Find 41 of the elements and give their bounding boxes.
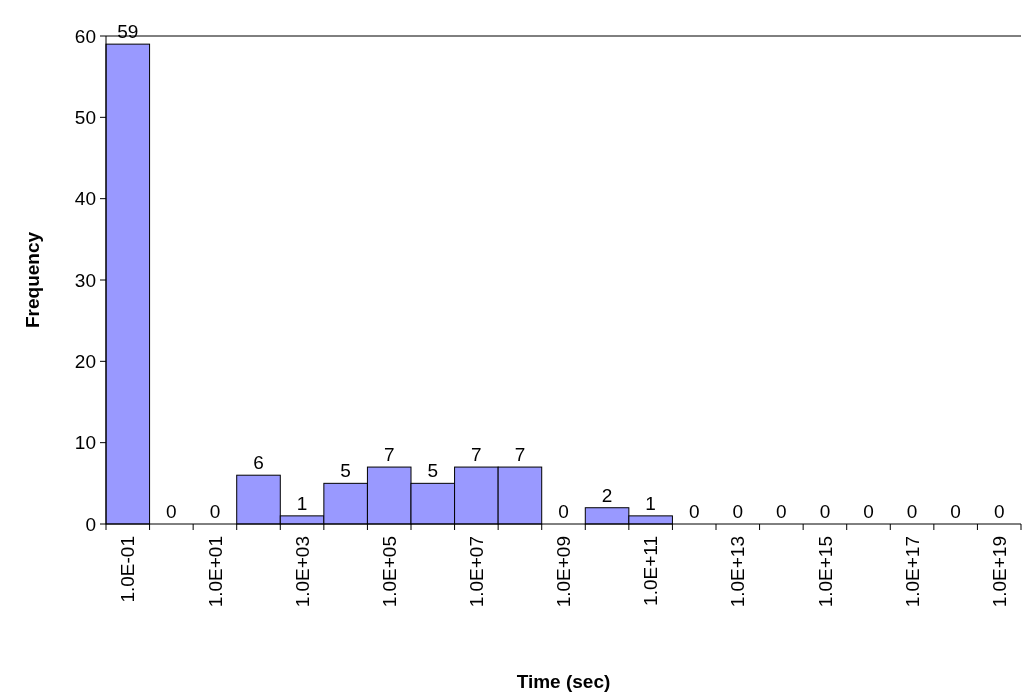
data-label: 7 [383,444,395,466]
y-tick-label: 0 [85,513,96,535]
y-tick-label: 40 [74,188,96,210]
x-tick-label: 1.0E+11 [640,536,662,606]
data-label: 0 [166,501,177,522]
data-label: 0 [906,501,918,522]
y-tick-label: 50 [74,106,96,128]
y-tick-label: 20 [74,350,96,372]
data-label: 0 [863,501,874,522]
x-tick-label: 1.0E+13 [727,536,749,608]
data-label: 5 [427,460,439,482]
data-label: 2 [601,484,613,506]
x-tick-label: 1.0E+07 [466,536,488,608]
data-label: 0 [558,501,569,522]
data-label: 1 [645,492,656,514]
y-tick-label: 30 [74,269,96,291]
data-label: 0 [819,501,831,522]
x-tick-label: 1.0E+01 [204,536,226,608]
data-label: 59 [117,21,139,43]
data-label: 0 [776,501,787,522]
y-axis-title: Frequency [21,231,43,329]
data-label: 7 [471,444,482,466]
x-axis-title: Time (sec) [516,671,611,692]
data-label: 0 [732,501,744,522]
x-tick-label: 1.0E+05 [378,536,400,608]
data-label: 0 [209,501,221,522]
x-tick-label: 1.0E-01 [117,536,139,603]
data-label: 0 [950,501,961,522]
x-tick-label: 1.0E+17 [901,536,923,608]
data-label: 7 [514,444,526,466]
x-tick-label: 1.0E+15 [814,536,836,608]
data-label: 0 [688,501,700,522]
data-label: 5 [340,460,351,482]
data-label: 6 [253,452,264,474]
y-tick-label: 60 [74,25,96,47]
data-label: 1 [296,492,308,514]
y-tick-label: 10 [74,432,96,454]
x-tick-label: 1.0E+09 [553,536,575,608]
x-tick-label: 1.0E+03 [291,536,313,608]
data-label: 0 [993,501,1005,522]
x-tick-label: 1.0E+19 [988,536,1010,608]
